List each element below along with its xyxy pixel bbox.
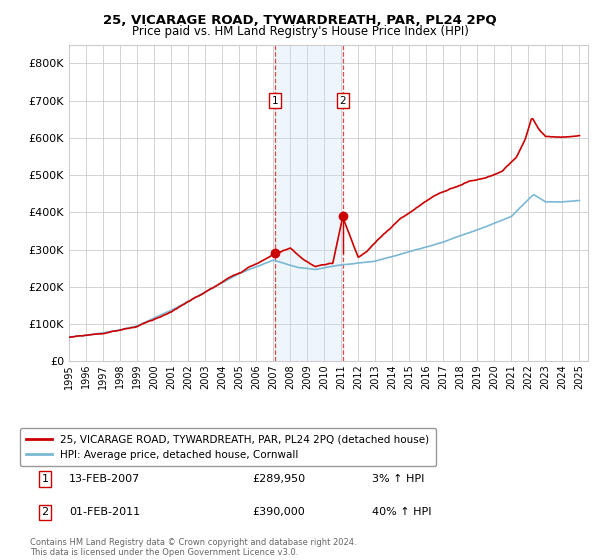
Text: £390,000: £390,000 bbox=[252, 507, 305, 517]
Text: 40% ↑ HPI: 40% ↑ HPI bbox=[372, 507, 431, 517]
Text: 3% ↑ HPI: 3% ↑ HPI bbox=[372, 474, 424, 484]
Text: 2: 2 bbox=[340, 96, 346, 106]
Text: 1: 1 bbox=[272, 96, 278, 106]
Text: Price paid vs. HM Land Registry's House Price Index (HPI): Price paid vs. HM Land Registry's House … bbox=[131, 25, 469, 38]
Legend: 25, VICARAGE ROAD, TYWARDREATH, PAR, PL24 2PQ (detached house), HPI: Average pri: 25, VICARAGE ROAD, TYWARDREATH, PAR, PL2… bbox=[20, 428, 436, 466]
Text: 13-FEB-2007: 13-FEB-2007 bbox=[69, 474, 140, 484]
Text: 01-FEB-2011: 01-FEB-2011 bbox=[69, 507, 140, 517]
Text: 1: 1 bbox=[41, 474, 49, 484]
Text: Contains HM Land Registry data © Crown copyright and database right 2024.
This d: Contains HM Land Registry data © Crown c… bbox=[30, 538, 356, 557]
Text: £289,950: £289,950 bbox=[252, 474, 305, 484]
Bar bbox=[275, 45, 343, 361]
Text: 25, VICARAGE ROAD, TYWARDREATH, PAR, PL24 2PQ: 25, VICARAGE ROAD, TYWARDREATH, PAR, PL2… bbox=[103, 14, 497, 27]
Text: 2: 2 bbox=[41, 507, 49, 517]
